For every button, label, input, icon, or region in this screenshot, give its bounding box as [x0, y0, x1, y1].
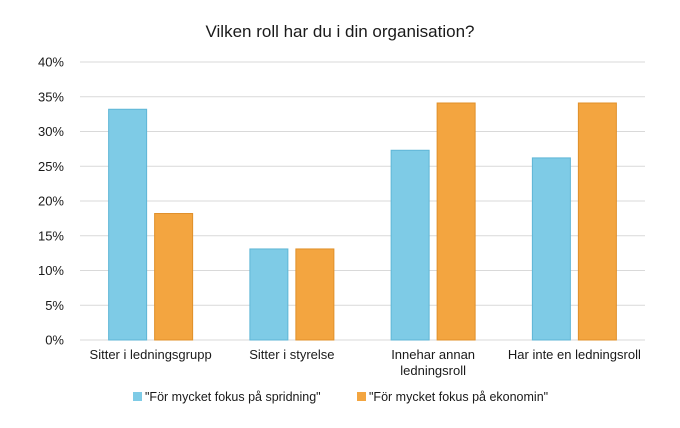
bar	[531, 157, 571, 341]
legend-item: "För mycket fokus på spridning"	[133, 390, 321, 404]
bar	[108, 108, 148, 341]
y-tick-label: 0%	[45, 333, 64, 348]
bar	[154, 213, 194, 341]
legend-swatch	[357, 392, 366, 401]
x-tick-label: Innehar annan ledningsroll	[391, 347, 475, 378]
y-tick-label: 20%	[38, 194, 64, 209]
legend-swatch	[133, 392, 142, 401]
bar	[295, 248, 335, 341]
y-tick-label: 40%	[38, 55, 64, 70]
legend-label: "För mycket fokus på ekonomin"	[369, 390, 548, 404]
bars	[108, 102, 617, 341]
bar	[390, 149, 430, 341]
legend-item: "För mycket fokus på ekonomin"	[357, 390, 548, 404]
x-tick-label: Har inte en ledningsroll	[508, 347, 641, 362]
x-tick-label: Sitter i styrelse	[249, 347, 334, 362]
chart-title: Vilken roll har du i din organisation?	[205, 22, 474, 41]
y-axis-ticks: 0% 5% 10% 15% 20% 25% 30% 35% 40%	[38, 55, 64, 348]
bar	[436, 102, 476, 341]
y-tick-label: 15%	[38, 228, 64, 243]
x-axis-ticks: Sitter i ledningsgrupp Sitter i styrelse I…	[90, 347, 641, 378]
x-tick-label: Sitter i ledningsgrupp	[90, 347, 212, 362]
y-tick-label: 25%	[38, 159, 64, 174]
bar	[577, 102, 617, 341]
legend: "För mycket fokus på spridning" "För myck…	[133, 390, 548, 404]
y-tick-label: 30%	[38, 124, 64, 139]
y-tick-label: 5%	[45, 298, 64, 313]
bar	[249, 248, 289, 341]
y-tick-label: 35%	[38, 89, 64, 104]
legend-label: "För mycket fokus på spridning"	[145, 390, 321, 404]
y-tick-label: 10%	[38, 263, 64, 278]
